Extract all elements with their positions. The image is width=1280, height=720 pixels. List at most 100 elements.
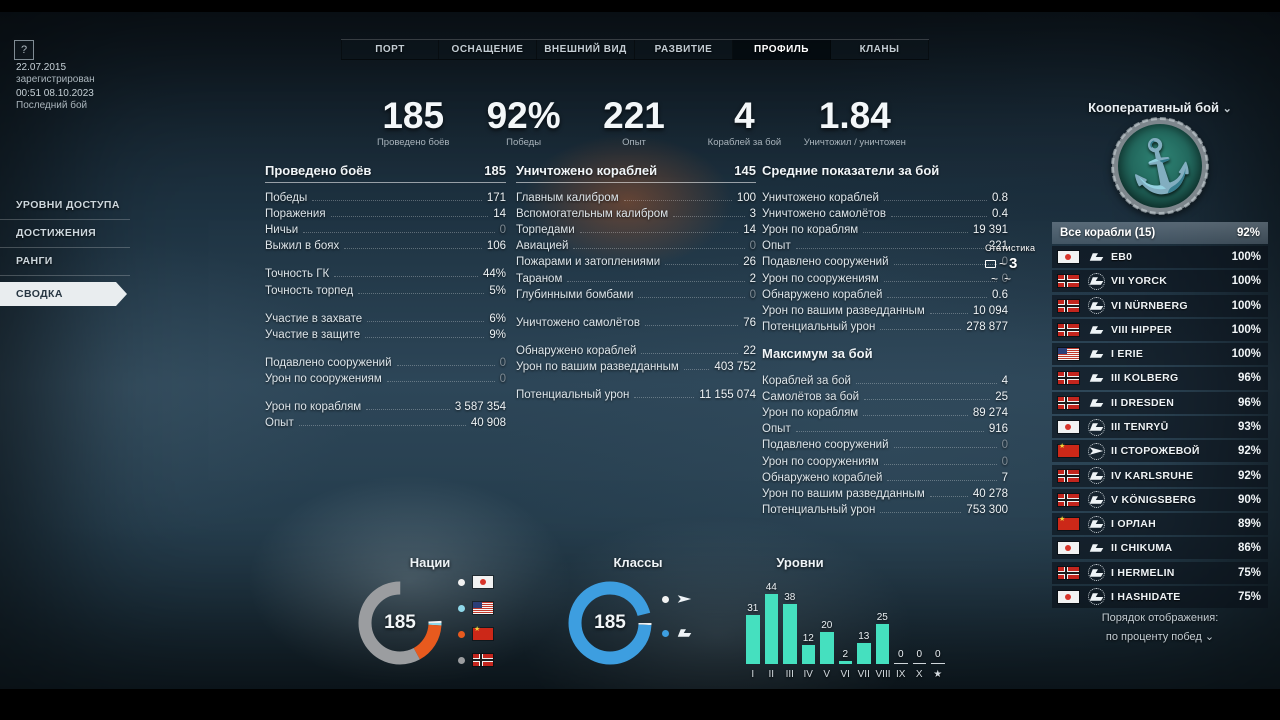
squiggle: ~ [999, 256, 1007, 271]
legend-item-ussr [458, 625, 493, 640]
ship-row[interactable]: IV KARLSRUHE 92% [1052, 464, 1268, 487]
classes-donut-chart: 185 [567, 580, 653, 666]
ussr-flag-icon [1058, 442, 1079, 458]
cruiser-icon [1085, 543, 1107, 553]
japan-flag-icon [1058, 251, 1079, 264]
ship-row[interactable]: I ОРЛАН 89% [1052, 513, 1268, 536]
ship-win-percent: 96% [1237, 372, 1261, 385]
ship-row[interactable]: VI NÜRNBERG 100% [1052, 294, 1268, 317]
bar-level-V: 20 [820, 620, 834, 664]
germany-flag-icon [1058, 323, 1079, 336]
classes-legend [662, 594, 692, 638]
ship-row[interactable]: I HASHIDATE 75% [1052, 585, 1268, 609]
ship-row[interactable]: V KÖNIGSBERG 90% [1052, 488, 1268, 511]
japan-flag-icon [1058, 590, 1079, 603]
letterbox-top [0, 0, 1280, 12]
column-header: Максимум за бой [762, 346, 873, 361]
ussr-flag-icon [1058, 515, 1079, 531]
help-button[interactable]: ? [14, 40, 34, 60]
stat-row: Выжил в боях 106 [265, 240, 506, 253]
ship-win-percent: 86% [1237, 542, 1261, 555]
stat-row: Участие в защите 9% [265, 328, 506, 341]
legend-item-destroyer [662, 594, 692, 604]
summary-stat: 185 Проведено боёв [376, 95, 450, 149]
ship-win-percent: 96% [1237, 396, 1261, 409]
ship-row[interactable]: I ERIE 100% [1052, 343, 1268, 366]
tab-порт[interactable]: ПОРТ [341, 40, 439, 59]
ship-row[interactable]: VIII HIPPER 100% [1052, 318, 1268, 341]
column-header: Проведено боёв 185 [265, 163, 506, 183]
last-battle-info: 00:51 08.10.2023 Последний бой [16, 88, 94, 111]
ship-row[interactable]: II DRESDEN 96% [1052, 391, 1268, 414]
ship-name: III KOLBERG [1111, 372, 1179, 385]
stream-statistics-overlay: Статистика ~ 3 ~ ~ [985, 243, 1049, 286]
sort-order-value[interactable]: по проценту побед ⌄ [1105, 631, 1215, 643]
stat-row: Урон по кораблям 3 587 354 [265, 401, 506, 414]
all-ships-row[interactable]: Все корабли (15) 92% [1052, 222, 1268, 244]
sidebar-item-ранги[interactable]: РАНГИ [0, 248, 130, 276]
ship-row[interactable]: III KOLBERG 96% [1052, 367, 1268, 390]
stat-row: Урон по вашим разведданным 40 278 [762, 487, 1008, 500]
ship-name: II СТОРОЖЕВОЙ [1111, 445, 1200, 458]
ship-name: I HERMELIN [1111, 566, 1175, 579]
stat-row: Потенциальный урон 11 155 074 [516, 389, 756, 402]
ship-row[interactable]: ЕВ0 100% [1052, 246, 1268, 269]
cruiser-icon [1085, 325, 1107, 335]
germany-flag-icon [1058, 493, 1079, 506]
legend-item-usa [458, 602, 493, 614]
sort-order-label: Порядок отображения: [1101, 612, 1219, 624]
squiggles: ~ ~ [991, 272, 1012, 286]
top-nav-tabs: ПОРТ ОСНАЩЕНИЕ ВНЕШНИЙ ВИД РАЗВИТИЕ ПРОФИЛЬ К… [341, 39, 929, 60]
letterbox-bottom [0, 689, 1280, 720]
stat-row: Пожарами и затоплениями 26 [516, 256, 756, 269]
coop-mode-emblem: ⚓ [1111, 117, 1209, 215]
legend-item-germany [458, 654, 493, 666]
sidebar-item-уровни-доступа[interactable]: УРОВНИ ДОСТУПА [0, 192, 130, 220]
ship-row[interactable]: VII YORCK 100% [1052, 270, 1268, 293]
stat-row: Уничтожено самолётов 0.4 [762, 208, 1008, 221]
sidebar-item-сводка[interactable]: СВОДКА [0, 282, 127, 306]
tab-внешний вид[interactable]: ВНЕШНИЙ ВИД [537, 40, 635, 59]
germany-flag-icon [1058, 566, 1079, 579]
classes-chart-title: Классы [613, 555, 663, 570]
stat-row: Тараном 2 [516, 272, 756, 285]
bar-level-I: 31 [746, 603, 760, 664]
sidebar-item-достижения[interactable]: ДОСТИЖЕНИЯ [0, 220, 130, 248]
stat-row: Ничьи 0 [265, 224, 506, 237]
ship-row[interactable]: II CHIKUMA 86% [1052, 537, 1268, 560]
ship-row[interactable]: I HERMELIN 75% [1052, 561, 1268, 584]
stat-row: Потенциальный урон 278 877 [762, 320, 1008, 333]
ship-win-percent: 100% [1231, 323, 1261, 336]
cruiser-elite-icon [1085, 467, 1107, 485]
ship-row[interactable]: III TENRYŪ 93% [1052, 415, 1268, 439]
cruiser-elite-icon [1085, 515, 1107, 533]
cruiser-icon [1085, 398, 1107, 408]
ship-name: VII YORCK [1111, 275, 1168, 288]
ship-name: III TENRYŪ [1111, 421, 1169, 434]
tab-развитие[interactable]: РАЗВИТИЕ [635, 40, 733, 59]
ship-name: I ERIE [1111, 348, 1144, 361]
summary-stat: 1.84 Уничтожил / уничтожен [803, 95, 906, 149]
tab-профиль[interactable]: ПРОФИЛЬ [733, 40, 831, 59]
cruiser-elite-icon [1085, 297, 1107, 315]
japan-flag-icon [473, 576, 493, 588]
legend-item-japan [458, 576, 493, 588]
ship-win-percent: 75% [1237, 566, 1261, 579]
cruiser-icon [1085, 349, 1107, 359]
cruiser-icon [1085, 252, 1107, 262]
ship-row[interactable]: II СТОРОЖЕВОЙ 92% [1052, 440, 1268, 463]
battles-column: Проведено боёв 185 Победы 171 Поражения 14 Нич… [265, 163, 506, 441]
stat-row: Урон по кораблям 89 274 [762, 407, 1008, 420]
stat-row: Урон по вашим разведданным 403 752 [516, 360, 756, 373]
averages-column: Средние показатели за бой Уничтожено кора… [762, 163, 1008, 345]
destroyer-icon [677, 594, 692, 604]
ship-win-percent: 100% [1231, 251, 1261, 264]
germany-flag-icon [473, 654, 493, 666]
tab-кланы[interactable]: КЛАНЫ [831, 40, 929, 59]
ship-name: VI NÜRNBERG [1111, 299, 1188, 312]
tab-оснащение[interactable]: ОСНАЩЕНИЕ [439, 40, 537, 59]
stat-row: Глубинными бомбами 0 [516, 288, 756, 301]
stat-row: Вспомогательным калибром 3 [516, 208, 756, 221]
battle-mode-selector[interactable]: Кооперативный бой ⌄ [1088, 100, 1232, 115]
germany-flag-icon [1058, 469, 1079, 482]
